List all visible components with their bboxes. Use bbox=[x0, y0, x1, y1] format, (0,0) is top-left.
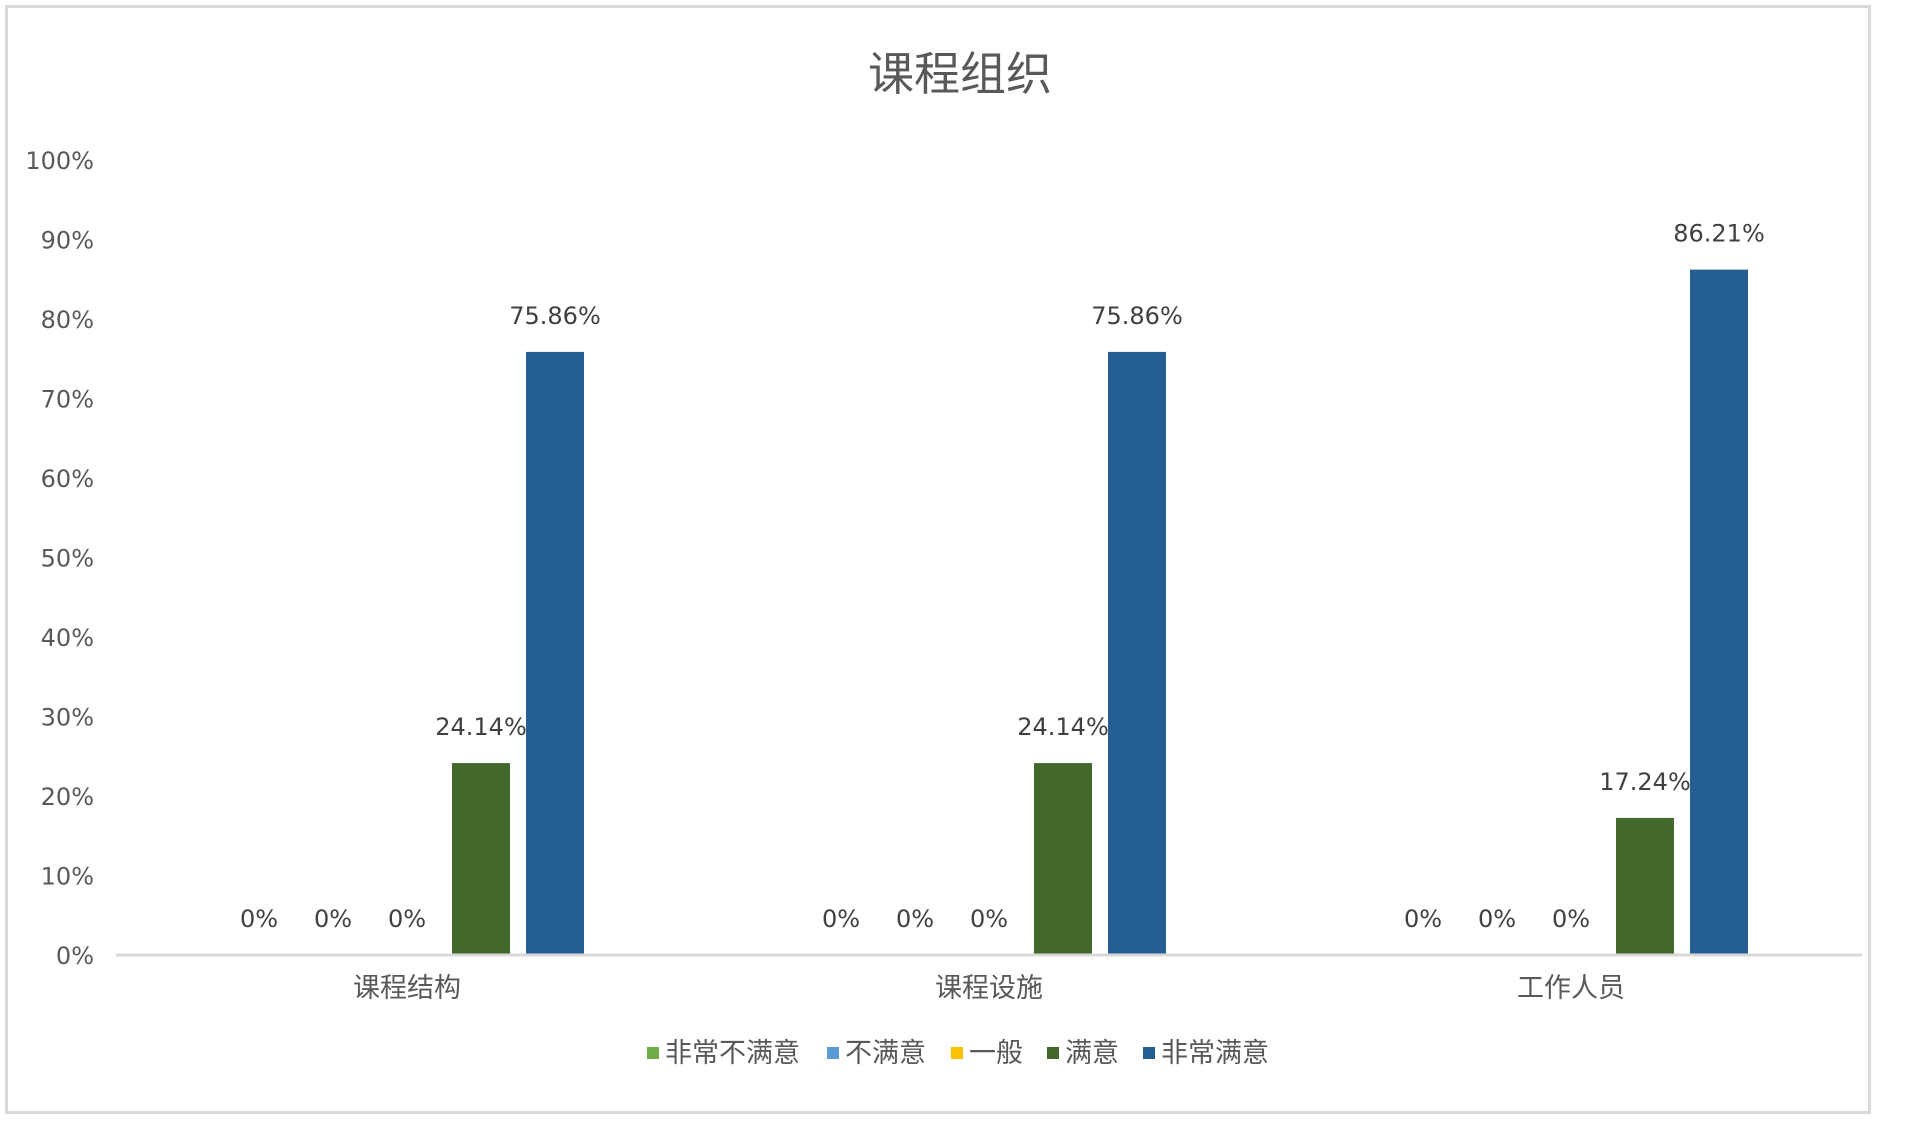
plot-area: 0% 0% 0% 24.14% 75.86% 0% 0% 0% 24.14% 75.86% 0% 0%… bbox=[240, 220, 1765, 956]
chart-container: 课程组织 0% 10% 20% 30% 40% 50% 60% 70% 80% 90% 100% 0… bbox=[5, 5, 1871, 1114]
bar-chart: 课程组织 0% 10% 20% 30% 40% 50% 60% 70% 80% 90% 100% 0… bbox=[25, 47, 1862, 1069]
legend-label: 非常满意 bbox=[1161, 1038, 1269, 1069]
data-label: 75.86% bbox=[509, 302, 601, 330]
data-label: 24.14% bbox=[1017, 713, 1109, 741]
data-label: 17.24% bbox=[1599, 768, 1691, 796]
data-label: 0% bbox=[1478, 905, 1516, 933]
legend-swatch bbox=[827, 1047, 839, 1059]
data-label: 24.14% bbox=[435, 713, 527, 741]
x-category-label: 课程结构 bbox=[353, 973, 461, 1004]
data-label: 0% bbox=[388, 905, 426, 933]
data-label: 0% bbox=[240, 905, 278, 933]
bar bbox=[1108, 351, 1166, 956]
y-tick-label: 0% bbox=[56, 942, 94, 970]
x-axis: 课程结构 课程设施 工作人员 bbox=[116, 953, 1862, 1004]
data-label: 0% bbox=[822, 905, 860, 933]
y-tick-label: 40% bbox=[41, 624, 94, 652]
legend-label: 不满意 bbox=[845, 1038, 926, 1069]
data-label: 0% bbox=[970, 905, 1008, 933]
legend-label: 非常不满意 bbox=[665, 1038, 800, 1069]
y-tick-label: 100% bbox=[25, 147, 94, 175]
bar bbox=[526, 351, 584, 956]
data-label: 86.21% bbox=[1673, 220, 1765, 248]
legend: 非常不满意 不满意 一般 满意 非常满意 bbox=[647, 1038, 1269, 1069]
bar bbox=[1690, 269, 1748, 955]
y-tick-label: 90% bbox=[41, 227, 94, 255]
bar bbox=[1034, 763, 1092, 955]
x-category-label: 课程设施 bbox=[935, 973, 1043, 1004]
y-tick-label: 70% bbox=[41, 386, 94, 414]
data-label: 0% bbox=[1404, 905, 1442, 933]
x-category-label: 工作人员 bbox=[1517, 973, 1625, 1004]
y-tick-label: 30% bbox=[41, 704, 94, 732]
legend-swatch bbox=[647, 1047, 659, 1059]
data-label: 0% bbox=[896, 905, 934, 933]
legend-swatch bbox=[1143, 1047, 1155, 1059]
y-tick-label: 60% bbox=[41, 465, 94, 493]
bar bbox=[452, 763, 510, 955]
bar bbox=[1616, 817, 1674, 955]
data-label: 0% bbox=[314, 905, 352, 933]
data-label: 75.86% bbox=[1091, 302, 1183, 330]
y-axis: 0% 10% 20% 30% 40% 50% 60% 70% 80% 90% 100% bbox=[25, 147, 94, 970]
legend-swatch bbox=[951, 1047, 963, 1059]
legend-swatch bbox=[1047, 1047, 1059, 1059]
y-tick-label: 50% bbox=[41, 545, 94, 573]
y-tick-label: 10% bbox=[41, 863, 94, 891]
y-tick-label: 20% bbox=[41, 783, 94, 811]
y-tick-label: 80% bbox=[41, 306, 94, 334]
data-label: 0% bbox=[1552, 905, 1590, 933]
chart-title: 课程组织 bbox=[868, 47, 1052, 101]
legend-label: 满意 bbox=[1065, 1038, 1119, 1069]
legend-label: 一般 bbox=[969, 1038, 1023, 1069]
